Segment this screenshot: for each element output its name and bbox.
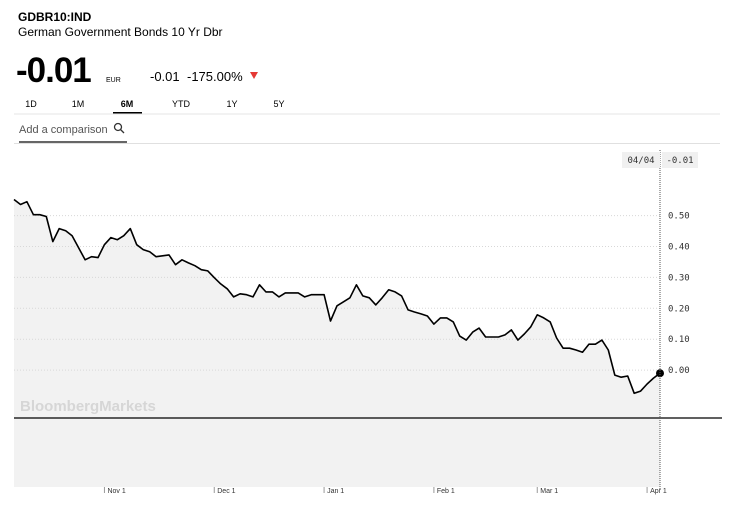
comparison-input[interactable]: Add a comparison [19,124,108,136]
tooltip-date-box [622,152,660,168]
tab[interactable]: 5Y [273,99,284,109]
last-point [656,369,664,378]
y-tick-label: 0.00 [668,366,690,376]
tab[interactable]: 1Y [226,99,237,109]
tab[interactable]: 6M [121,99,134,109]
currency: EUR [106,77,121,84]
y-tick-label: 0.30 [668,273,690,283]
change: -0.01 [150,69,180,84]
tooltip-value: -0.01 [666,156,693,166]
x-tick-label: Nov 1 [107,488,125,495]
search-icon-handle [120,129,125,134]
x-tick-label: Feb 1 [437,488,455,495]
search-icon[interactable] [113,122,123,132]
y-tick-label: 0.20 [668,304,690,314]
x-tick-label: Apr 1 [650,488,667,495]
x-tick-label: Dec 1 [217,488,235,495]
tab[interactable]: 1M [72,99,85,109]
x-tick-label: Jan 1 [327,488,344,495]
tab[interactable]: 1D [25,99,37,109]
y-tick-label: 0.40 [668,243,690,253]
price-line [13,198,661,395]
change-pct: -175.00% [187,69,243,84]
tab[interactable]: YTD [172,99,191,109]
y-tick-label: 0.50 [668,212,690,222]
watermark: BloombergMarkets [20,398,156,415]
tooltip-date: 04/04 [627,156,654,166]
ticker: GDBR10:IND [18,10,92,24]
down-arrow [250,72,258,79]
tab-selected-underline [113,112,142,114]
tabs: 1D 1M 6M YTD 1Y 5Y [25,99,285,114]
tooltip-value-box [662,152,698,168]
plot: 0.00 0.10 0.20 0.30 0.40 0.50 Nov 1 Dec 1 Jan 1 F… [13,198,722,495]
area-fill [14,199,660,487]
y-tick-label: 0.10 [668,335,690,345]
price: -0.01 [16,51,91,90]
instrument-name: German Government Bonds 10 Yr Dbr [18,25,223,39]
x-tick-label: Mar 1 [540,488,558,495]
